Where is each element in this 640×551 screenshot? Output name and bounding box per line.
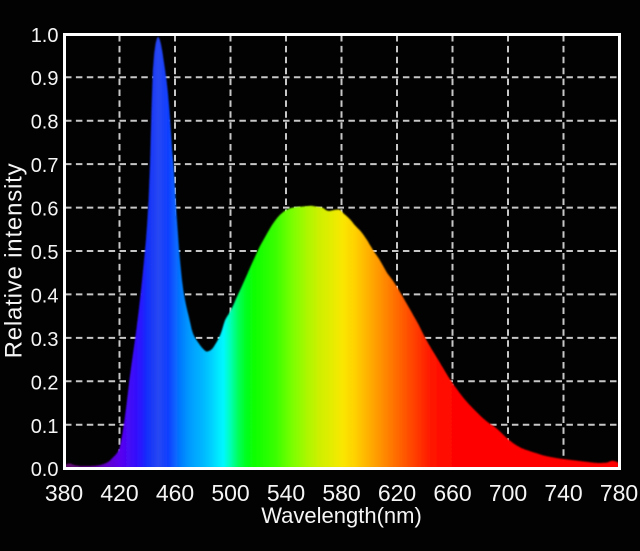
svg-text:0.2: 0.2 — [31, 372, 59, 394]
svg-text:Wavelength(nm): Wavelength(nm) — [261, 503, 422, 528]
svg-text:460: 460 — [156, 480, 194, 506]
svg-text:0.5: 0.5 — [31, 242, 59, 264]
svg-text:380: 380 — [45, 480, 83, 506]
svg-text:700: 700 — [489, 480, 527, 506]
svg-text:0.1: 0.1 — [31, 416, 59, 438]
svg-text:500: 500 — [211, 480, 249, 506]
svg-text:780: 780 — [600, 480, 638, 506]
svg-text:0.3: 0.3 — [31, 329, 59, 351]
svg-text:1.0: 1.0 — [31, 25, 59, 47]
svg-text:0.6: 0.6 — [31, 199, 59, 221]
svg-text:620: 620 — [378, 480, 416, 506]
svg-text:0.7: 0.7 — [31, 155, 59, 177]
svg-text:420: 420 — [100, 480, 138, 506]
svg-text:540: 540 — [267, 480, 305, 506]
svg-text:580: 580 — [322, 480, 360, 506]
svg-text:0.0: 0.0 — [31, 459, 59, 481]
svg-text:0.8: 0.8 — [31, 112, 59, 134]
svg-text:660: 660 — [433, 480, 471, 506]
svg-text:Relative intensity: Relative intensity — [1, 163, 28, 359]
svg-text:740: 740 — [544, 480, 582, 506]
svg-text:0.4: 0.4 — [31, 285, 59, 307]
svg-text:0.9: 0.9 — [31, 68, 59, 90]
